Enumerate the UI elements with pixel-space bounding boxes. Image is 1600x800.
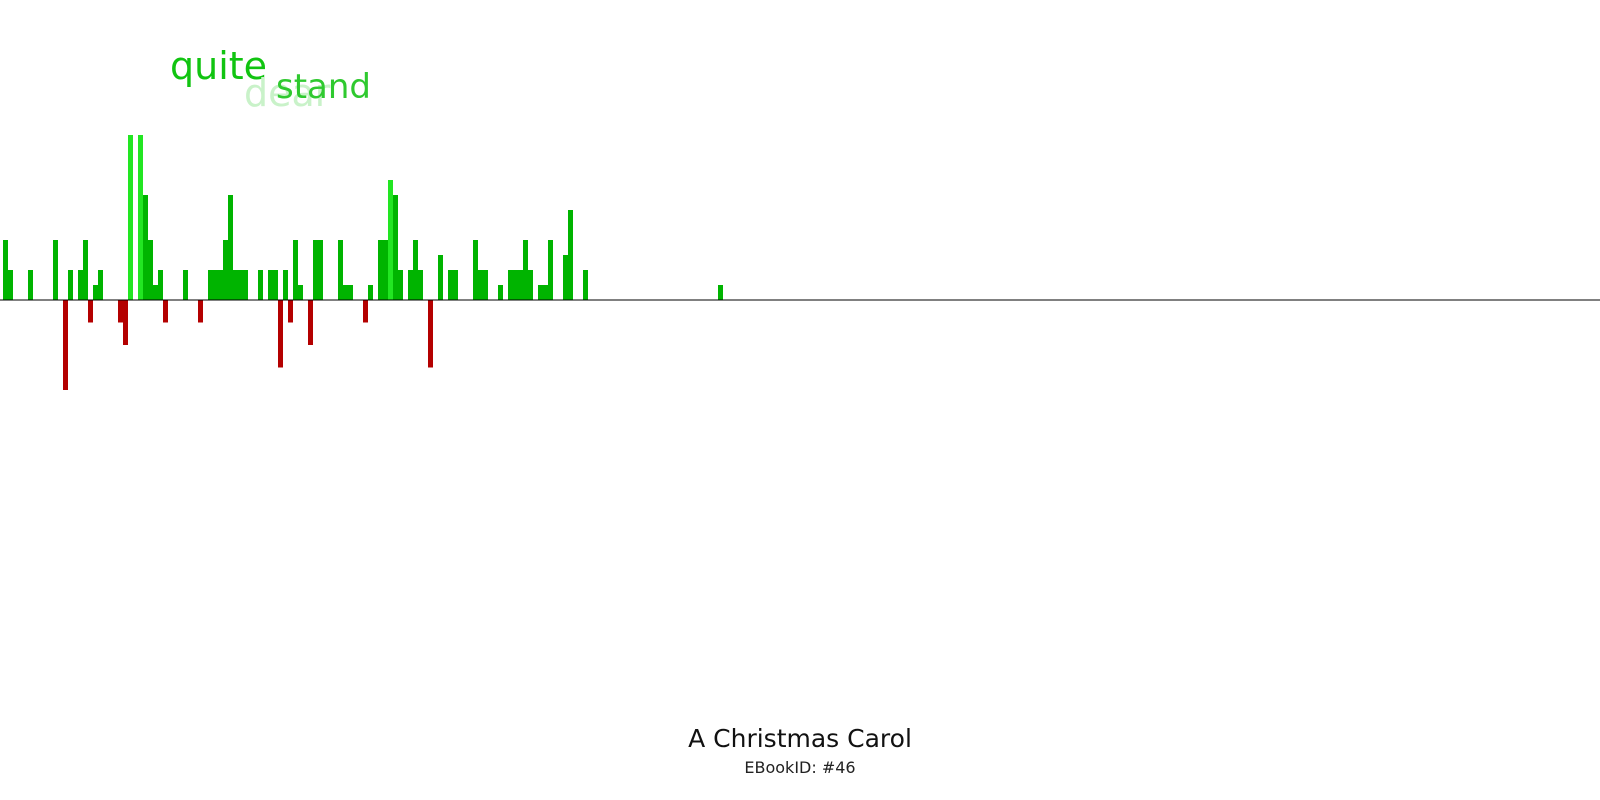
positive-bar <box>233 270 238 300</box>
positive-bar <box>538 285 543 300</box>
positive-bar <box>158 270 163 300</box>
positive-bar <box>208 270 213 300</box>
positive-bar <box>8 270 13 300</box>
positive-bar <box>268 270 273 300</box>
positive-bar <box>298 285 303 300</box>
positive-bar <box>453 270 458 300</box>
positive-bar <box>413 240 418 300</box>
positive-bar <box>83 240 88 300</box>
positive-bar <box>338 240 343 300</box>
positive-bar <box>368 285 373 300</box>
positive-bar <box>313 240 318 300</box>
positive-bar <box>478 270 483 300</box>
positive-bar <box>513 270 518 300</box>
positive-bar <box>348 285 353 300</box>
positive-bar <box>448 270 453 300</box>
ebook-id: EBookID: #46 <box>744 758 856 777</box>
positive-bar <box>718 285 723 300</box>
positive-bar <box>283 270 288 300</box>
negative-bar <box>308 300 313 345</box>
positive-bar <box>223 240 228 300</box>
positive-bar <box>483 270 488 300</box>
positive-bar <box>78 270 83 300</box>
positive-bar <box>563 255 568 300</box>
bar-group <box>3 135 723 390</box>
positive-bar <box>408 270 413 300</box>
positive-bar <box>128 135 133 300</box>
positive-bar <box>273 270 278 300</box>
positive-bar <box>393 195 398 300</box>
positive-bar <box>228 195 233 300</box>
negative-bar <box>163 300 168 323</box>
positive-bar <box>523 240 528 300</box>
positive-bar <box>243 270 248 300</box>
word-label-stand: stand <box>276 67 371 107</box>
positive-bar <box>473 240 478 300</box>
positive-bar <box>293 240 298 300</box>
negative-bar <box>123 300 128 345</box>
positive-bar <box>148 240 153 300</box>
positive-bar <box>543 285 548 300</box>
positive-bar <box>378 240 383 300</box>
positive-bar <box>53 240 58 300</box>
negative-bar <box>118 300 123 323</box>
positive-bar <box>98 270 103 300</box>
positive-bar <box>153 285 158 300</box>
positive-bar <box>318 240 323 300</box>
positive-bar <box>388 180 393 300</box>
positive-bar <box>238 270 243 300</box>
negative-bar <box>288 300 293 323</box>
positive-bar <box>218 270 223 300</box>
positive-bar <box>398 270 403 300</box>
positive-bar <box>258 270 263 300</box>
positive-bar <box>438 255 443 300</box>
positive-bar <box>548 240 553 300</box>
positive-bar <box>418 270 423 300</box>
negative-bar <box>278 300 283 368</box>
positive-bar <box>183 270 188 300</box>
negative-bar <box>63 300 68 390</box>
positive-bar <box>518 270 523 300</box>
positive-bar <box>583 270 588 300</box>
word-label-dear: dear <box>244 71 331 115</box>
positive-bar <box>498 285 503 300</box>
positive-bar <box>138 135 143 300</box>
word-labels: quite dear stand <box>170 44 371 115</box>
positive-bar <box>68 270 73 300</box>
positive-bar <box>213 270 218 300</box>
negative-bar <box>88 300 93 323</box>
positive-bar <box>383 240 388 300</box>
positive-bar <box>143 195 148 300</box>
positive-bar <box>528 270 533 300</box>
positive-bar <box>3 240 8 300</box>
positive-bar <box>93 285 98 300</box>
positive-bar <box>28 270 33 300</box>
negative-bar <box>363 300 368 323</box>
negative-bar <box>428 300 433 368</box>
positive-bar <box>343 285 348 300</box>
word-label-quite: quite <box>170 44 267 88</box>
book-title: A Christmas Carol <box>688 724 912 753</box>
negative-bar <box>198 300 203 323</box>
positive-bar <box>508 270 513 300</box>
positive-bar <box>568 210 573 300</box>
